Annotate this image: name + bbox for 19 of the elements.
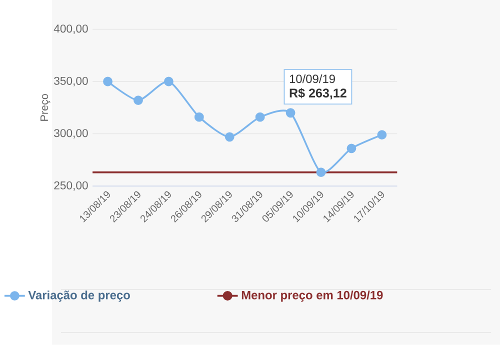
annotation: 10/09/19 [290,74,335,84]
annotation: R$ 263,12 [290,88,346,100]
point [286,108,296,118]
point [134,96,143,106]
legend-label: Menor preço em 10/09/19 [242,290,383,302]
y-tick-label: 250,00 [54,181,88,191]
point [316,168,326,178]
point [194,112,204,122]
point [224,132,234,142]
point [346,144,356,154]
point [255,112,265,122]
y-tick-label: 300,00 [54,129,88,139]
y-axis-title: Preço [40,94,50,121]
point [164,76,174,86]
point [377,130,387,140]
point [103,76,112,86]
y-tick-label: 400,00 [54,24,88,34]
legend-label: Variação de preço [28,290,130,302]
y-tick-label: 350,00 [54,76,88,86]
